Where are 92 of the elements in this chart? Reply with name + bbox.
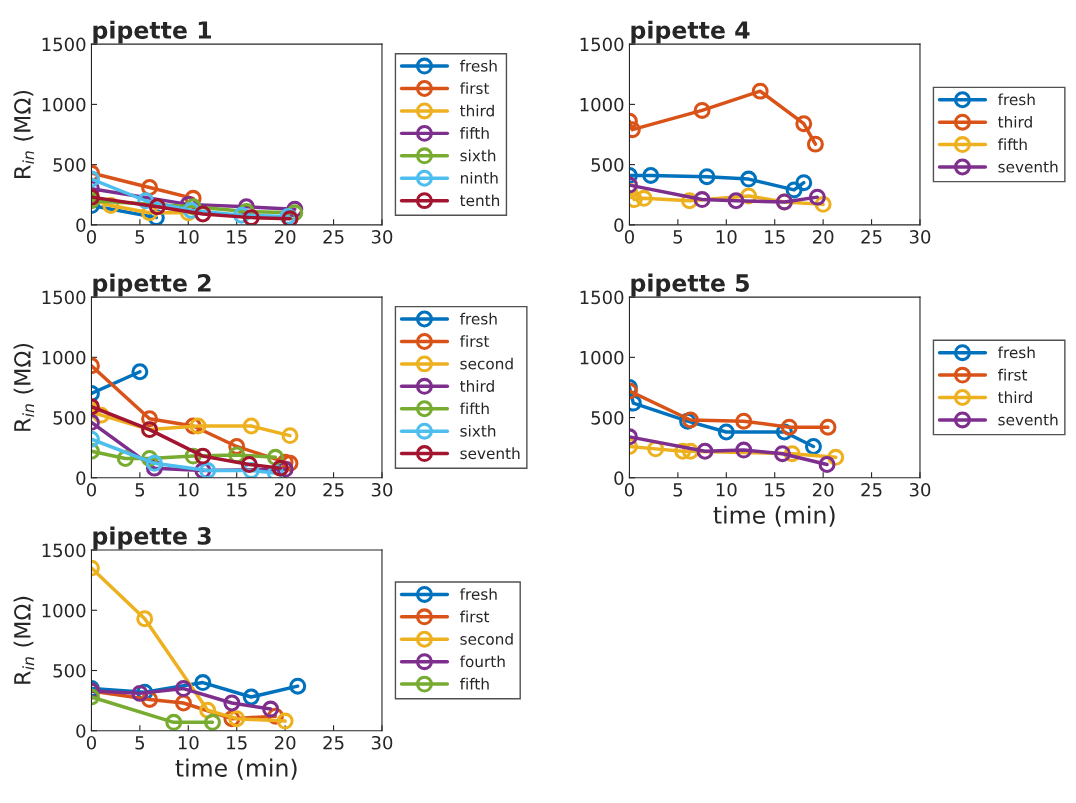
y-tick-label: 0 bbox=[614, 471, 624, 485]
x-tick-label: 10 bbox=[178, 482, 199, 497]
y-tick-label: 1000 bbox=[42, 350, 86, 365]
x-tick-label: 20 bbox=[274, 230, 296, 244]
x-tick-label: 0 bbox=[624, 482, 634, 497]
legend-label: fourth bbox=[459, 655, 505, 668]
legend-label: fresh bbox=[997, 346, 1035, 359]
legend-label: seventh bbox=[998, 413, 1058, 426]
legend-label: fifth bbox=[459, 677, 489, 690]
legend-label: fifth bbox=[459, 402, 489, 415]
x-tick-label: 0 bbox=[86, 735, 96, 750]
y-axis-title: R$_{in}$ (MΩ) bbox=[13, 343, 35, 431]
y-tick-label: 0 bbox=[76, 724, 86, 738]
legend-label: first bbox=[459, 335, 490, 348]
x-tick-label: 10 bbox=[178, 735, 199, 750]
legend-label: seventh bbox=[460, 447, 520, 460]
legend-label: ninth bbox=[460, 171, 498, 184]
legend-label: first bbox=[459, 82, 490, 95]
x-tick-label: 10 bbox=[178, 230, 199, 244]
legend-label: fresh bbox=[997, 93, 1035, 106]
x-tick-label: 30 bbox=[909, 230, 931, 244]
x-tick-label: 25 bbox=[861, 230, 882, 244]
legend-label: third bbox=[460, 380, 494, 392]
x-axis-title: time (min) bbox=[175, 758, 297, 780]
chart-title: pipette 2 bbox=[93, 273, 211, 297]
legend-label: sixth bbox=[460, 424, 496, 437]
x-tick-label: 30 bbox=[909, 482, 931, 497]
legend-label: fresh bbox=[459, 588, 497, 600]
x-tick-label: 25 bbox=[861, 482, 882, 497]
x-tick-label: 15 bbox=[227, 230, 247, 244]
x-tick-label: 10 bbox=[716, 482, 737, 497]
x-tick-label: 25 bbox=[323, 482, 344, 497]
y-tick-label: 500 bbox=[53, 411, 86, 425]
y-tick-label: 1000 bbox=[42, 97, 86, 112]
y-tick-label: 1500 bbox=[42, 37, 86, 52]
x-tick-label: 20 bbox=[812, 482, 834, 497]
legend-label: fresh bbox=[459, 59, 497, 72]
x-tick-label: 0 bbox=[624, 230, 634, 244]
legend-label: fifth bbox=[997, 138, 1027, 150]
y-tick-label: 0 bbox=[76, 471, 86, 485]
y-tick-label: 500 bbox=[591, 158, 624, 172]
y-tick-label: 1000 bbox=[580, 97, 624, 112]
y-tick-label: 0 bbox=[76, 218, 86, 232]
x-tick-label: 5 bbox=[673, 230, 683, 244]
x-tick-label: 0 bbox=[86, 482, 96, 497]
y-tick-label: 1000 bbox=[42, 603, 86, 618]
x-tick-label: 15 bbox=[765, 483, 785, 497]
x-tick-label: 5 bbox=[673, 483, 683, 497]
chart-title: pipette 5 bbox=[631, 273, 749, 297]
x-tick-label: 30 bbox=[371, 230, 393, 244]
legend-label: fresh bbox=[459, 312, 497, 325]
x-tick-label: 15 bbox=[227, 483, 247, 497]
legend-label: second bbox=[460, 357, 513, 370]
x-tick-label: 20 bbox=[812, 230, 834, 244]
x-tick-label: 5 bbox=[135, 736, 145, 750]
chart-title: pipette 1 bbox=[93, 20, 211, 44]
y-tick-label: 500 bbox=[591, 411, 624, 425]
x-tick-label: 5 bbox=[135, 483, 145, 497]
legend-label: first bbox=[459, 610, 490, 623]
legend-label: second bbox=[460, 633, 513, 645]
y-axis-title: R$_{in}$ (MΩ) bbox=[13, 596, 35, 684]
legend-label: fifth bbox=[459, 127, 489, 139]
y-tick-label: 1500 bbox=[580, 37, 624, 52]
legend-label: third bbox=[460, 104, 494, 117]
legend-label: sixth bbox=[460, 149, 496, 162]
x-tick-label: 10 bbox=[716, 230, 737, 244]
x-tick-label: 0 bbox=[86, 230, 96, 244]
y-tick-label: 1500 bbox=[42, 290, 86, 305]
x-tick-label: 15 bbox=[227, 736, 247, 750]
x-tick-label: 30 bbox=[371, 482, 393, 497]
x-tick-label: 20 bbox=[274, 482, 296, 497]
y-tick-label: 500 bbox=[53, 158, 86, 172]
y-axis-title: R$_{in}$ (MΩ) bbox=[13, 90, 35, 178]
x-tick-label: 5 bbox=[135, 230, 145, 244]
chart-title: pipette 4 bbox=[631, 20, 750, 44]
x-tick-label: 20 bbox=[274, 735, 296, 750]
y-tick-label: 500 bbox=[53, 663, 86, 678]
y-tick-label: 0 bbox=[614, 218, 624, 232]
legend-label: third bbox=[998, 115, 1032, 128]
x-axis-title: time (min) bbox=[713, 505, 835, 527]
legend-label: first bbox=[997, 368, 1028, 381]
y-tick-label: 1000 bbox=[580, 350, 624, 365]
x-tick-label: 25 bbox=[323, 735, 344, 750]
chart-title: pipette 3 bbox=[93, 526, 211, 550]
legend-label: seventh bbox=[998, 160, 1058, 173]
legend-label: third bbox=[998, 391, 1032, 404]
x-tick-label: 30 bbox=[371, 735, 393, 750]
y-tick-label: 1500 bbox=[42, 543, 86, 558]
x-tick-label: 25 bbox=[323, 230, 344, 244]
x-tick-label: 15 bbox=[765, 230, 785, 244]
y-tick-label: 1500 bbox=[580, 290, 624, 305]
legend-label: tenth bbox=[460, 194, 500, 207]
